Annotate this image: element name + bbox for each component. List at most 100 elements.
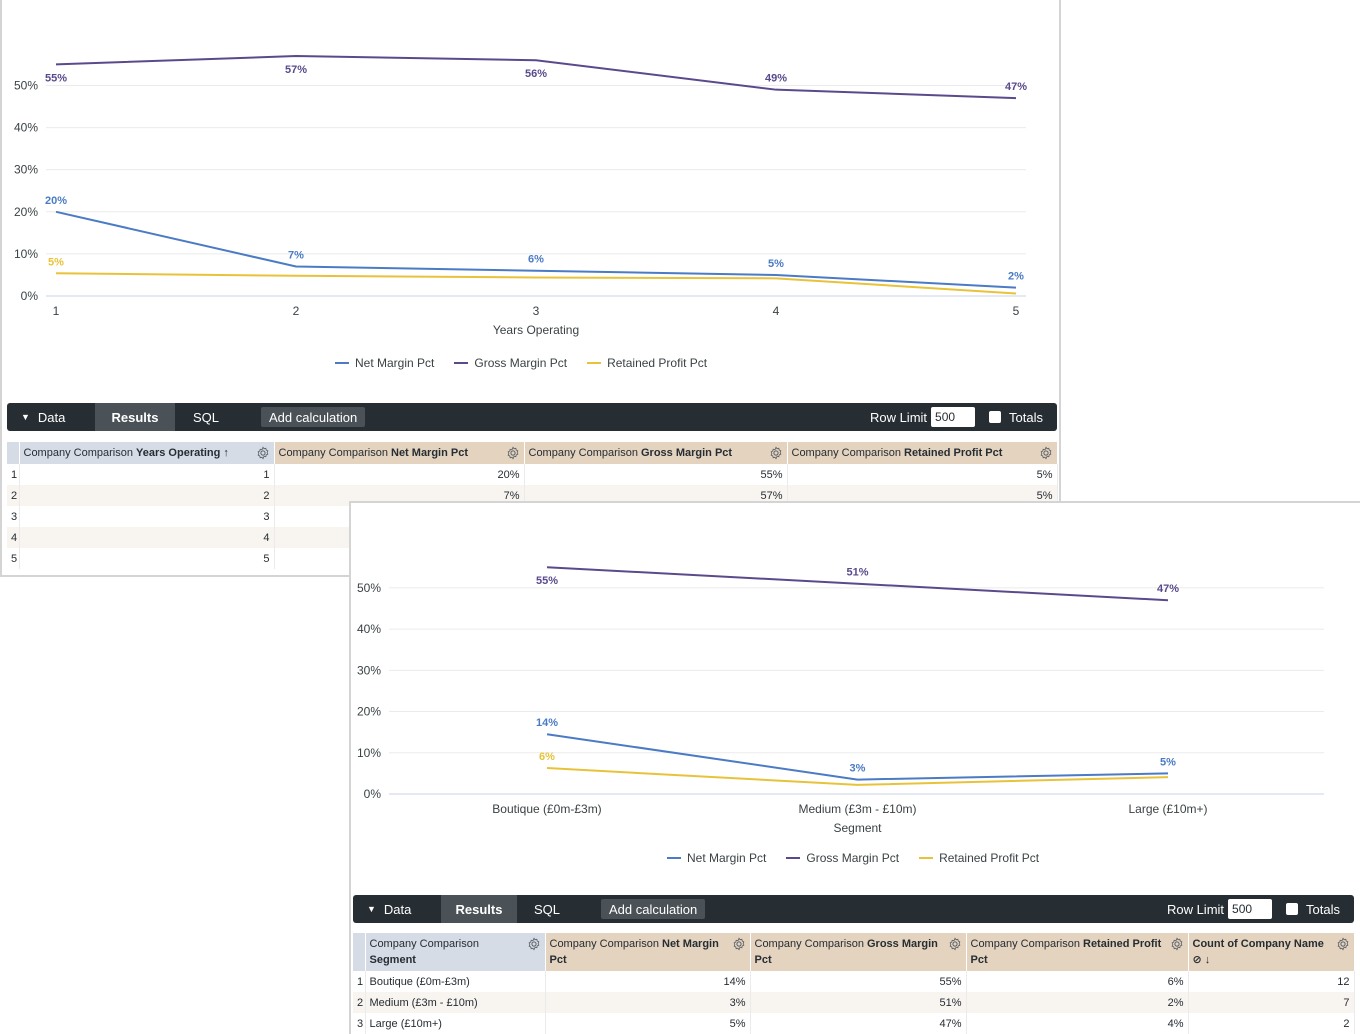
column-header-name: Gross Margin Pct <box>641 447 733 459</box>
table-cell[interactable]: 2% <box>966 992 1189 1013</box>
caret-down-icon: ▼ <box>21 412 30 422</box>
y-tick-label: 30% <box>14 163 38 177</box>
row-limit-input[interactable] <box>1228 899 1273 919</box>
table-cell[interactable]: 55% <box>524 464 788 485</box>
tab-sql[interactable]: SQL <box>192 409 219 425</box>
table-cell[interactable]: Medium (£3m - £10m) <box>365 992 546 1013</box>
column-header-prefix: Company Comparison <box>970 938 1083 950</box>
legend-item-gross-margin[interactable]: Gross Margin Pct <box>454 356 567 370</box>
table-row[interactable]: 1 Boutique (£0m-£3m) 14% 55% 6% 12 <box>353 971 1355 992</box>
table-cell[interactable]: 5% <box>787 485 1058 506</box>
table-cell[interactable]: 5% <box>787 464 1058 485</box>
column-header[interactable]: Company Comparison Net Margin Pct <box>545 933 751 971</box>
gear-icon[interactable] <box>732 937 746 951</box>
gear-icon[interactable] <box>1039 446 1053 460</box>
tab-sql[interactable]: SQL <box>533 901 560 917</box>
row-limit-label: Row Limit <box>1166 901 1225 917</box>
table-row[interactable]: 2 2 7% 57% 5% <box>7 485 1058 506</box>
totals-checkbox[interactable] <box>989 411 1002 423</box>
table-row[interactable]: 3 Large (£10m+) 5% 47% 4% 2 <box>353 1013 1355 1034</box>
gear-icon[interactable] <box>769 446 783 460</box>
column-header[interactable]: Count of Company Name ⊘ ↓ <box>1188 933 1355 971</box>
table-cell[interactable]: 7% <box>274 485 525 506</box>
tab-results[interactable]: Results <box>95 403 175 431</box>
data-toggle[interactable]: ▼ Data <box>353 895 441 923</box>
legend-item-retained-profit[interactable]: Retained Profit Pct <box>587 356 707 370</box>
add-calculation-button[interactable]: Add calculation <box>261 407 366 427</box>
totals-label: Totals <box>1306 901 1340 917</box>
legend-swatch-net <box>667 857 681 859</box>
table-cell[interactable]: 1 <box>19 464 275 485</box>
table-cell[interactable]: 5% <box>545 1013 751 1034</box>
segment-line-chart: 0% 10% 20% 30% 40% 50% Boutique (£0m-£3m) Mediu… <box>357 566 1324 835</box>
totals-checkbox[interactable] <box>1286 903 1299 915</box>
gear-icon[interactable] <box>948 937 962 951</box>
table-cell[interactable]: 5 <box>19 548 275 569</box>
tab-results[interactable]: Results <box>441 895 517 923</box>
y-tick-label: 10% <box>357 746 381 760</box>
legend-item-net-margin[interactable]: Net Margin Pct <box>335 356 434 370</box>
y-tick-label: 40% <box>357 622 381 636</box>
table-cell[interactable]: 55% <box>750 971 967 992</box>
x-tick-label: 1 <box>53 304 60 318</box>
table-cell[interactable]: 47% <box>750 1013 967 1034</box>
column-header-prefix: Company Comparison <box>23 447 136 459</box>
data-label-net: 6% <box>528 254 544 266</box>
legend-item-gross-margin[interactable]: Gross Margin Pct <box>786 851 899 865</box>
table-cell[interactable]: 6% <box>966 971 1189 992</box>
table-cell[interactable]: 51% <box>750 992 967 1013</box>
table-cell[interactable]: 14% <box>545 971 751 992</box>
data-label-net: 7% <box>288 250 304 262</box>
gear-icon[interactable] <box>527 937 541 951</box>
table-cell[interactable]: 7 <box>1188 992 1355 1013</box>
table-cell[interactable]: Large (£10m+) <box>365 1013 546 1034</box>
row-limit-input[interactable] <box>931 407 976 427</box>
gear-icon[interactable] <box>1336 937 1350 951</box>
data-label-gross: 56% <box>525 68 547 80</box>
legend-item-net-margin[interactable]: Net Margin Pct <box>667 851 766 865</box>
column-header[interactable]: Company Comparison Retained Profit Pct <box>966 933 1189 971</box>
table-cell[interactable]: 57% <box>524 485 788 506</box>
column-header[interactable]: Company Comparison Segment <box>365 933 546 971</box>
table-cell[interactable]: 4% <box>966 1013 1189 1034</box>
row-index-header <box>7 442 20 464</box>
row-index: 1 <box>353 971 366 992</box>
add-calculation-button[interactable]: Add calculation <box>601 899 706 919</box>
series-line-retained <box>546 767 1169 786</box>
chart-legend: Net Margin Pct Gross Margin Pct Retained… <box>667 851 1039 865</box>
data-label: Data <box>383 901 412 917</box>
column-header-name: Years Operating ↑ <box>136 447 229 459</box>
data-label: Data <box>37 409 66 425</box>
years-operating-line-chart: 0% 10% 20% 30% 40% 50% 1 2 3 4 5 Years Operating 20%… <box>14 54 1027 337</box>
table-row[interactable]: 2 Medium (£3m - £10m) 3% 51% 2% 7 <box>353 992 1355 1013</box>
table-cell[interactable]: 4 <box>19 527 275 548</box>
legend-item-retained-profit[interactable]: Retained Profit Pct <box>919 851 1039 865</box>
data-label-retained: 5% <box>48 256 64 268</box>
y-tick-label: 20% <box>357 705 381 719</box>
row-index-header <box>353 933 366 971</box>
column-header[interactable]: Company Comparison Gross Margin Pct <box>750 933 967 971</box>
legend-label: Net Margin Pct <box>687 851 767 865</box>
data-toggle[interactable]: ▼ Data <box>7 403 95 431</box>
legend-swatch-net <box>335 362 349 364</box>
table-cell[interactable]: 12 <box>1188 971 1355 992</box>
column-header[interactable]: Company Comparison Retained Profit Pct <box>787 442 1058 464</box>
table-cell[interactable]: 3% <box>545 992 751 1013</box>
data-label-net: 20% <box>45 195 67 207</box>
table-row[interactable]: 1 1 20% 55% 5% <box>7 464 1058 485</box>
column-header[interactable]: Company Comparison Years Operating ↑ <box>19 442 275 464</box>
x-tick-label: 2 <box>293 304 300 318</box>
legend-label: Gross Margin Pct <box>806 851 900 865</box>
column-header[interactable]: Company Comparison Gross Margin Pct <box>524 442 788 464</box>
series-line-net <box>55 210 1017 289</box>
gear-icon[interactable] <box>1170 937 1184 951</box>
gear-icon[interactable] <box>506 446 520 460</box>
column-header[interactable]: Company Comparison Net Margin Pct <box>274 442 525 464</box>
table-cell[interactable]: 3 <box>19 506 275 527</box>
table-cell[interactable]: 2 <box>1188 1013 1355 1034</box>
table-cell[interactable]: 20% <box>274 464 525 485</box>
gear-icon[interactable] <box>256 446 270 460</box>
table-cell[interactable]: Boutique (£0m-£3m) <box>365 971 546 992</box>
table-cell[interactable]: 2 <box>19 485 275 506</box>
data-label-net: 5% <box>768 258 784 270</box>
